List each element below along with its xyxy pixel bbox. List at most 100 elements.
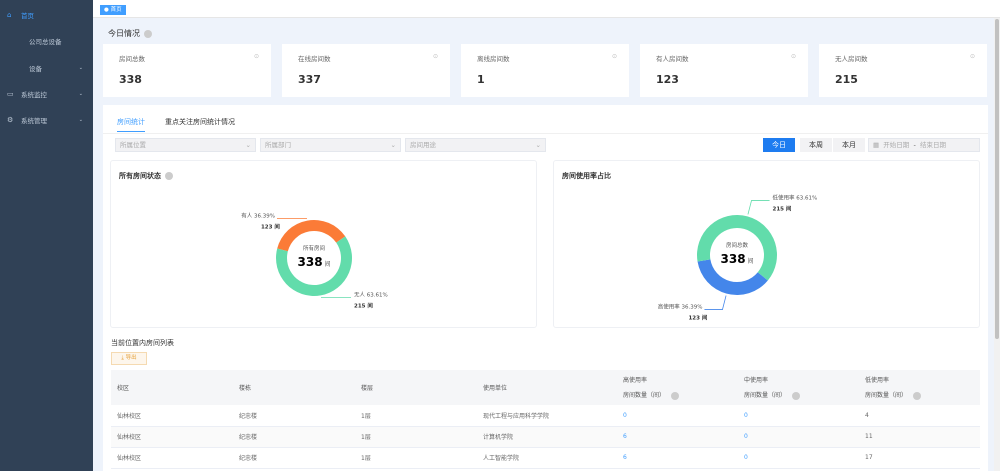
tag-home[interactable]: ● 首页 (100, 5, 126, 15)
slice-count: 215 间 (773, 204, 792, 212)
table-cell: 0 (738, 447, 859, 469)
donut-slice (276, 236, 352, 296)
help-icon[interactable] (670, 391, 679, 400)
help-icon[interactable] (912, 391, 921, 400)
info-icon: ⊙ (790, 53, 796, 60)
tags-bar: ● 首页 (93, 0, 1000, 18)
column-header: 低使用率 房间数量（间） (859, 370, 980, 405)
today-button[interactable]: 今日 (763, 138, 795, 152)
donut-slice (697, 215, 777, 281)
location-select[interactable]: 所属位置 ⌄ (115, 138, 256, 152)
table-cell: 0 (617, 405, 738, 427)
table-cell: 纪忠楼 (233, 405, 355, 427)
table-row[interactable]: 仙林校区 纪忠楼 1层 现代工程与应用科学学院 0 0 4 (111, 405, 980, 427)
table-row[interactable]: 仙林校区 纪忠楼 1层 计算机学院 6 0 11 (111, 426, 980, 448)
scrollbar[interactable] (994, 18, 1000, 471)
column-header: 楼层 (355, 370, 477, 405)
purpose-select[interactable]: 房间用途 ⌄ (405, 138, 546, 152)
stat-card: 在线房间数 ⊙ 337 (282, 44, 450, 97)
table-cell: 仙林校区 (111, 405, 233, 427)
table-cell: 4 (859, 405, 980, 427)
table-cell: 6 (617, 426, 738, 448)
table-cell: 仙林校区 (111, 426, 233, 448)
calendar-icon: ▦ (873, 141, 880, 149)
info-icon: ⊙ (253, 53, 259, 60)
table-cell: 1层 (355, 426, 477, 448)
stat-value: 338 (119, 73, 142, 86)
export-button[interactable]: ⤓ 导出 (111, 352, 147, 365)
column-header: 高使用率 房间数量（间） (617, 370, 738, 405)
table-cell: 1层 (355, 405, 477, 427)
slice-count: 215 间 (354, 301, 373, 309)
stat-label: 有人房间数 (656, 55, 689, 63)
info-icon: ⊙ (611, 53, 617, 60)
stat-value: 1 (477, 73, 485, 86)
stats-panel: 房间统计 重点关注房间统计情况 所属位置 ⌄ 所属部门 ⌄ 房间用途 ⌄ 今日 本周 … (103, 105, 988, 471)
column-header: 校区 (111, 370, 233, 405)
info-icon: ⊙ (432, 53, 438, 60)
label-line (704, 295, 727, 310)
slice-label: 高使用率 36.39% (658, 303, 703, 311)
room-status-chart: 所有房间状态 有人 36.39% 123 间无人 63.61% 215 间所有房间 3… (110, 160, 537, 328)
slice-label: 无人 63.61% (354, 291, 388, 298)
table-cell: 纪忠楼 (233, 447, 355, 469)
gear-icon: ⚙ (7, 116, 14, 124)
slice-label: 有人 36.39% (241, 212, 275, 220)
info-icon: ⊙ (969, 53, 975, 60)
table-cell: 人工智能学院 (477, 447, 617, 469)
table-cell: 6 (617, 447, 738, 469)
monitor-icon: ▭ (7, 90, 14, 98)
table-cell: 1层 (355, 447, 477, 469)
tab-room-stats[interactable]: 房间统计 (117, 117, 145, 132)
help-icon[interactable] (165, 172, 173, 180)
stat-value: 215 (835, 73, 858, 86)
donut-slice (277, 219, 346, 252)
center-label: 所有房间 (303, 244, 325, 252)
sidebar-item-system[interactable]: ⚙ 系统管理 ⌄ (7, 116, 83, 125)
slice-count: 123 间 (688, 314, 707, 322)
center-label: 房间总数 (726, 241, 749, 249)
sidebar-item-company-devices[interactable]: 公司总设备 (29, 38, 62, 46)
stat-card: 离线房间数 ⊙ 1 (461, 44, 629, 97)
sidebar-item-home[interactable]: ⌂ 首页 (7, 11, 34, 20)
stat-label: 在线房间数 (298, 55, 331, 63)
stat-value: 337 (298, 73, 321, 86)
slice-label: 低使用率 63.61% (773, 193, 818, 201)
date-range-picker[interactable]: ▦ 开始日期 - 结束日期 (868, 138, 980, 152)
download-icon: ⤓ (121, 355, 124, 361)
sidebar-item-monitor[interactable]: ▭ 系统监控 ⌄ (7, 90, 83, 99)
table-cell: 0 (738, 405, 859, 427)
month-button[interactable]: 本月 (833, 138, 865, 152)
table-cell: 仙林校区 (111, 447, 233, 469)
stat-value: 123 (656, 73, 679, 86)
stat-label: 房间总数 (119, 55, 145, 63)
table-title: 当前位置内房间列表 (111, 339, 174, 347)
chevron-down-icon: ⌄ (78, 117, 83, 123)
table-row[interactable]: 仙林校区 纪忠楼 1层 人工智能学院 6 0 17 (111, 447, 980, 469)
stat-label: 离线房间数 (477, 55, 510, 63)
slice-count: 123 间 (261, 223, 280, 231)
table-cell: 0 (738, 426, 859, 448)
table-cell: 纪忠楼 (233, 426, 355, 448)
sidebar-item-devices[interactable]: 设备 ⌄ (29, 65, 83, 73)
sidebar: ⌂ 首页 公司总设备 设备 ⌄ ▭ 系统监控 ⌄ ⚙ 系统管理 ⌄ (0, 0, 93, 471)
table-cell: 现代工程与应用科学学院 (477, 405, 617, 427)
help-icon[interactable] (791, 391, 800, 400)
week-button[interactable]: 本周 (800, 138, 832, 152)
chevron-down-icon: ⌄ (78, 65, 83, 71)
center-value: 338 间 (298, 255, 331, 269)
column-header: 中使用率 房间数量（间） (738, 370, 859, 405)
stat-label: 无人房间数 (835, 55, 868, 63)
usage-rate-chart: 房间使用率占比 高使用率 36.39% 123 间低使用率 63.61% 215 间… (553, 160, 980, 328)
department-select[interactable]: 所属部门 ⌄ (260, 138, 401, 152)
tab-focus-rooms[interactable]: 重点关注房间统计情况 (165, 118, 235, 126)
help-icon[interactable] (144, 29, 152, 38)
column-header: 使用单位 (477, 370, 617, 405)
table-cell: 11 (859, 426, 980, 448)
chevron-down-icon: ⌄ (78, 91, 83, 97)
column-header: 楼栋 (233, 370, 355, 405)
home-icon: ⌂ (7, 11, 12, 19)
stat-card: 房间总数 ⊙ 338 (103, 44, 271, 97)
overview-title: 今日情况 (108, 28, 152, 39)
stat-card: 无人房间数 ⊙ 215 (819, 44, 987, 97)
